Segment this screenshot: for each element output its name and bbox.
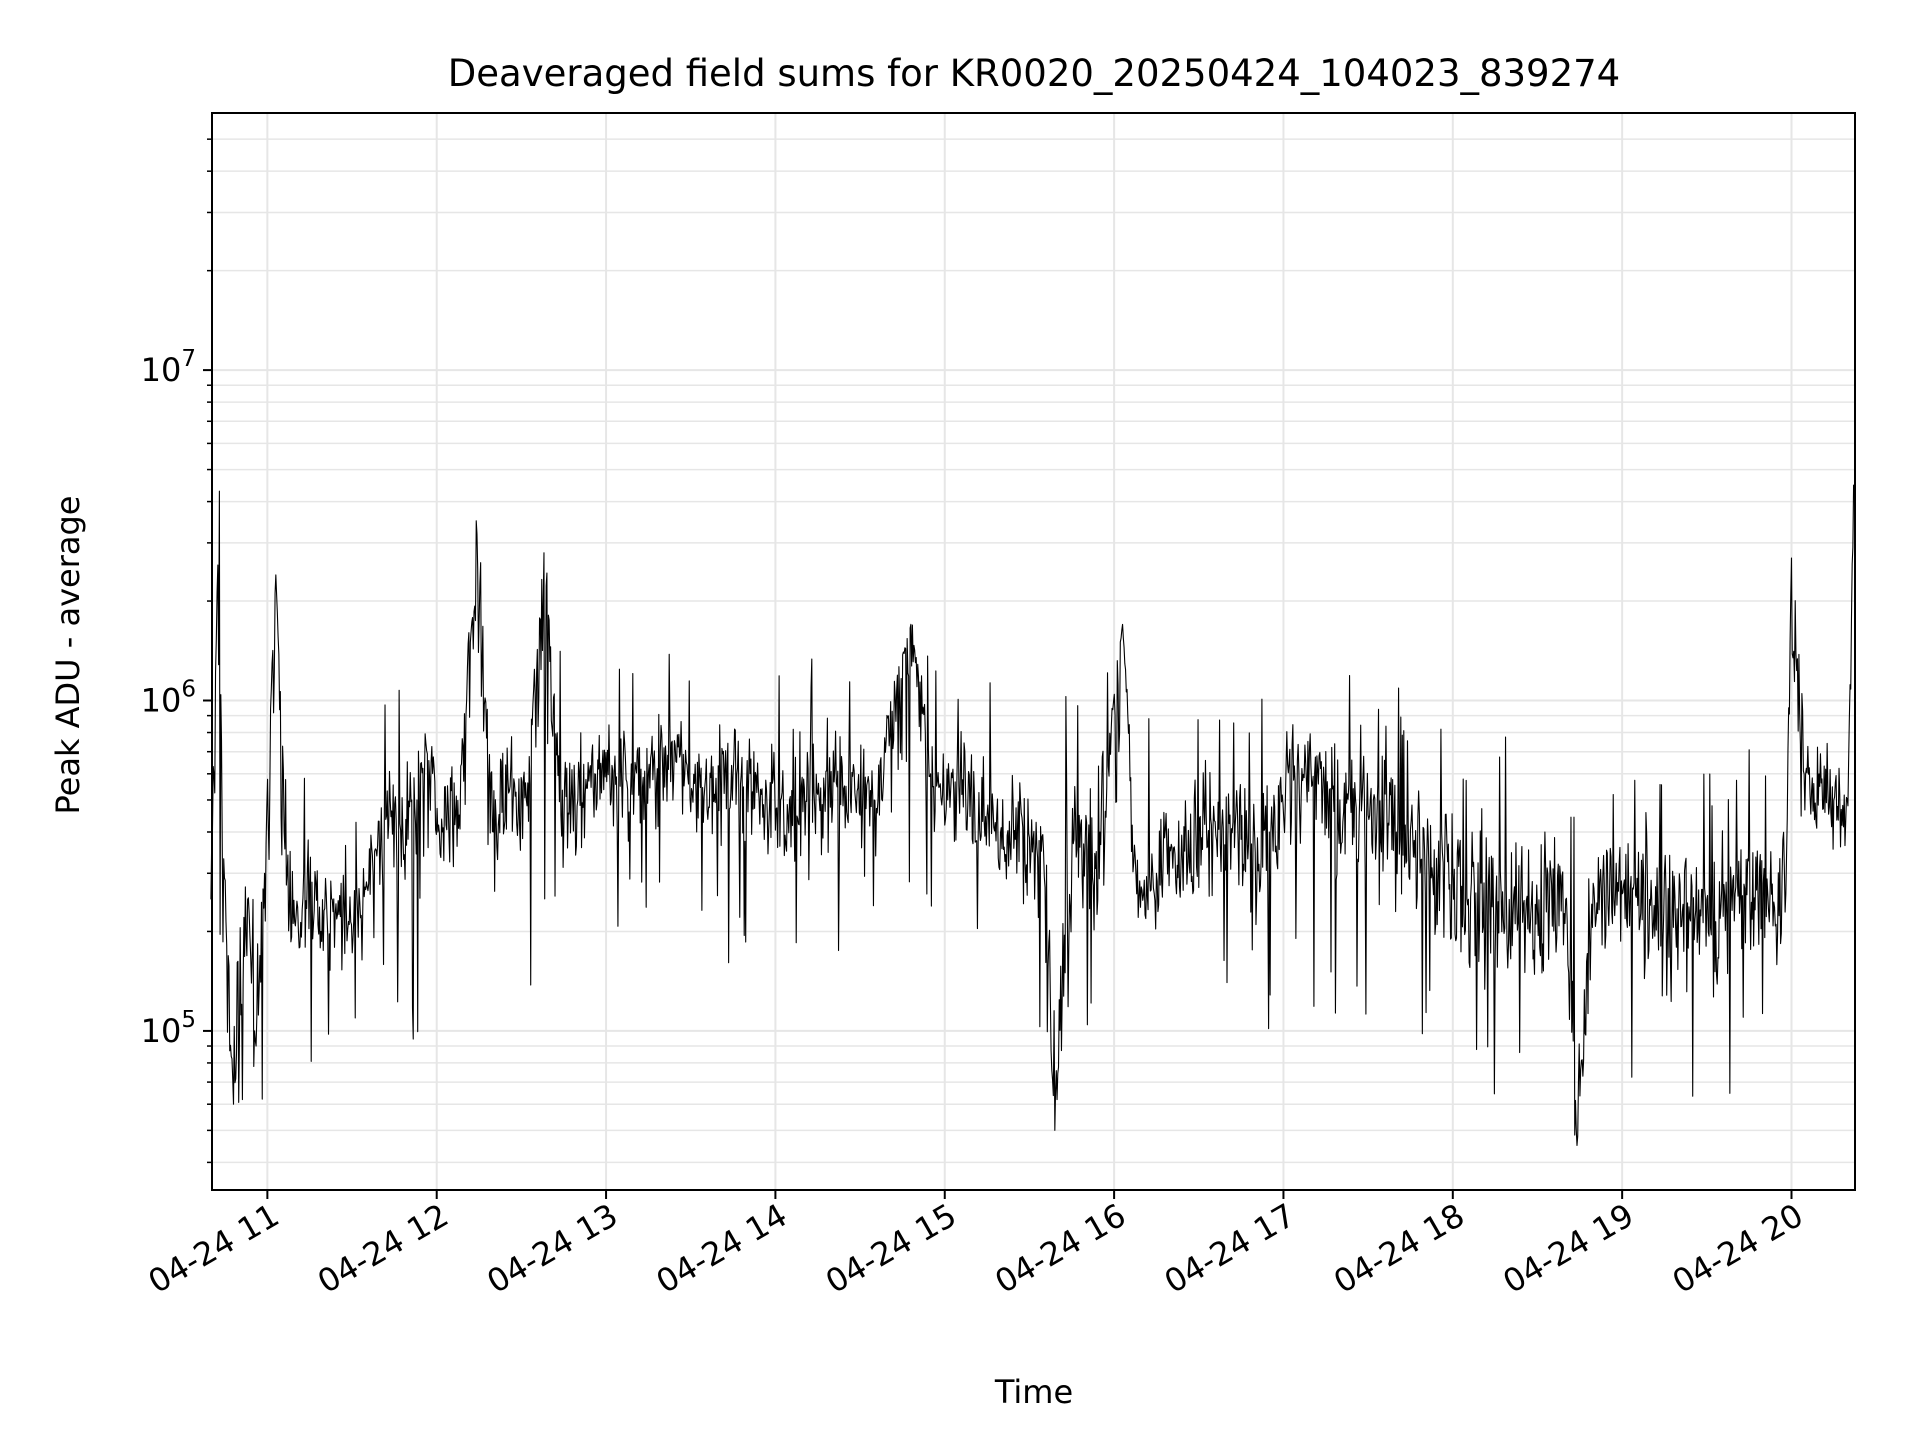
chart-title: Deaveraged field sums for KR0020_2025042… [448,52,1620,95]
grid [212,113,1855,1190]
y-tick-label: 107 [141,346,196,389]
y-axis-label: Peak ADU - average [49,496,87,815]
y-tick-label: 106 [141,677,196,720]
plot-frame [211,112,1856,1191]
plot-area [210,484,1855,1147]
series-line [210,484,1855,1147]
y-tick-label: 105 [141,1007,196,1050]
x-axis-label: Time [994,1373,1073,1411]
